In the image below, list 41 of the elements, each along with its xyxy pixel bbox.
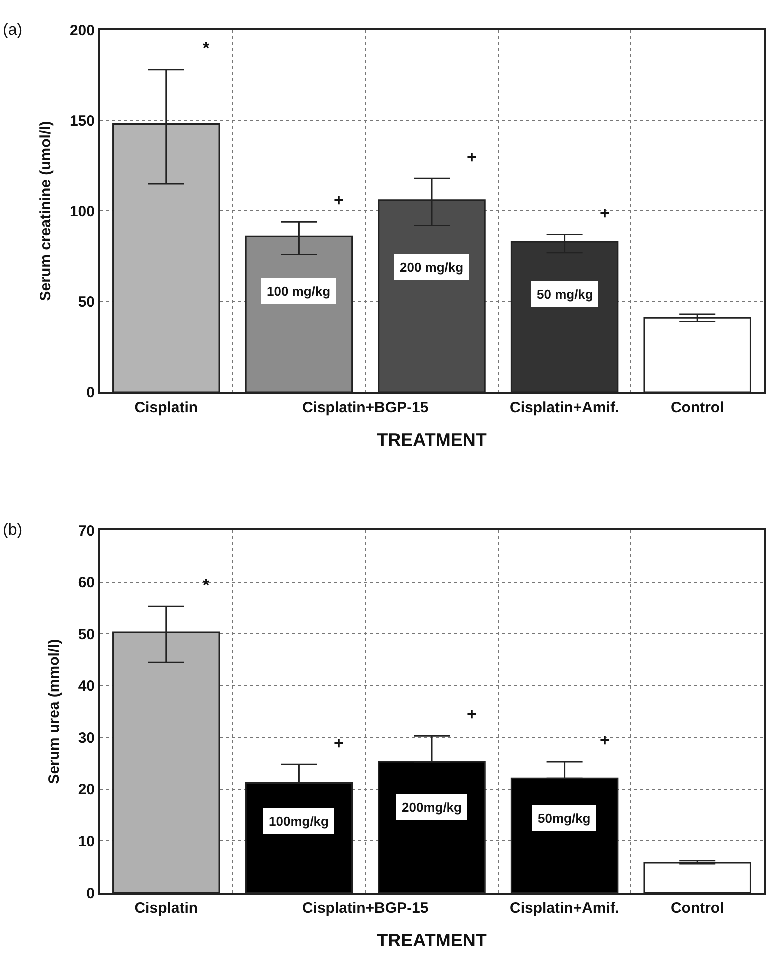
annotation: + <box>467 148 477 167</box>
annotation: * <box>203 39 210 58</box>
y-tick-label: 100 <box>70 203 95 220</box>
annotation: 50mg/kg <box>538 811 591 826</box>
x-tick-label: Cisplatin <box>134 900 198 917</box>
y-tick-label: 40 <box>78 678 95 696</box>
y-tick-label: 50 <box>78 626 95 644</box>
annotation: + <box>600 204 610 223</box>
y-tick-label: 10 <box>78 833 95 850</box>
annotation: 200mg/kg <box>402 800 462 815</box>
x-tick-label: Cisplatin+BGP-15 <box>302 900 429 917</box>
chart-title: (b) <box>3 522 23 539</box>
y-tick-label: 30 <box>78 730 95 747</box>
annotation: 100 mg/kg <box>267 284 331 299</box>
annotation: + <box>334 191 344 210</box>
annotation: 200 mg/kg <box>400 260 464 275</box>
y-tick-label: 0 <box>86 885 95 902</box>
y-tick-label: 60 <box>78 574 95 592</box>
y-tick-label: 150 <box>70 112 95 130</box>
x-tick-label: Cisplatin+Amif. <box>510 900 620 917</box>
annotation: * <box>203 576 210 595</box>
y-axis-title: Serum urea (mmol/l) <box>46 639 64 784</box>
annotation: + <box>467 705 477 724</box>
x-tick-label: Cisplatin+Amif. <box>510 399 620 416</box>
y-tick-label: 70 <box>78 522 95 540</box>
y-tick-label: 50 <box>78 294 95 312</box>
y-tick-label: 200 <box>70 22 95 40</box>
y-tick-label: 20 <box>78 782 95 799</box>
annotation: + <box>334 734 344 753</box>
annotation: 50 mg/kg <box>537 287 594 302</box>
y-tick-label: 0 <box>86 384 95 402</box>
x-tick-label: Control <box>670 399 724 416</box>
annotation: 100mg/kg <box>269 814 330 829</box>
x-axis-title: TREATMENT <box>377 930 487 951</box>
annotation: + <box>600 731 610 750</box>
x-tick-label: Cisplatin <box>134 399 198 416</box>
x-axis-title: TREATMENT <box>377 430 487 450</box>
x-tick-label: Cisplatin+BGP-15 <box>302 399 429 416</box>
y-axis-title: Serum creatinine (umol/l) <box>38 121 55 302</box>
x-tick-label: Control <box>670 900 724 917</box>
chart-title: (a) <box>3 22 23 39</box>
